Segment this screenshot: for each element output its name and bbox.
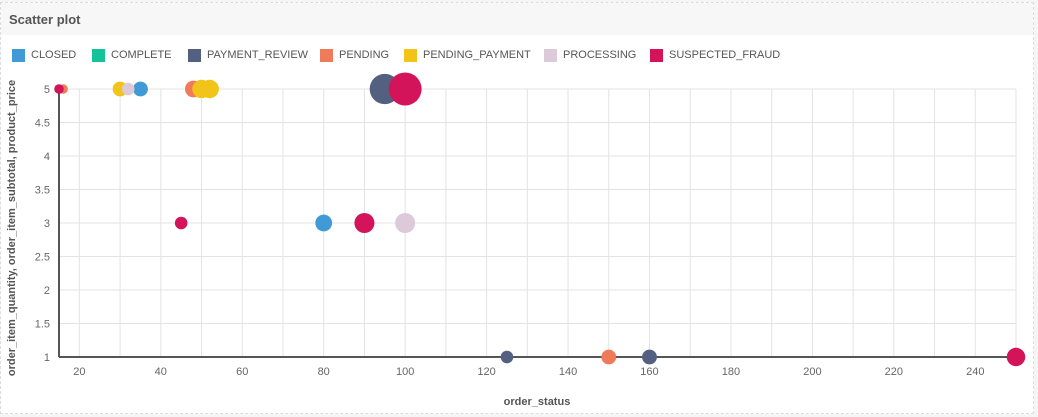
legend-item-closed[interactable]: CLOSED — [12, 47, 76, 63]
legend-label: PENDING — [339, 49, 390, 61]
x-tick-label: 60 — [236, 366, 248, 378]
data-points — [54, 72, 1026, 367]
axes — [58, 89, 1016, 358]
grid-lines — [59, 88, 1017, 358]
legend-swatch — [12, 48, 25, 62]
legend-swatch — [404, 48, 417, 62]
panel-header: Scatter plot — [1, 3, 1033, 35]
data-point-processing — [121, 82, 135, 96]
y-tick-label: 3.5 — [35, 185, 50, 197]
legend-item-pending[interactable]: PENDING — [320, 47, 389, 63]
x-tick-label: 160 — [640, 366, 658, 378]
legend-item-processing[interactable]: PROCESSING — [544, 47, 636, 63]
x-tick-label: 80 — [318, 366, 330, 378]
legend-label: PROCESSING — [563, 49, 637, 61]
data-point-suspected-fraud — [388, 72, 422, 106]
data-point-suspected-fraud — [354, 212, 375, 234]
legend-swatch — [92, 48, 105, 62]
y-tick-label: 1 — [44, 352, 50, 364]
legend-label: COMPLETE — [111, 49, 172, 61]
data-point-closed — [133, 81, 148, 97]
x-tick-label: 40 — [155, 366, 167, 378]
y-axis-title: order_item_quantity, order_item_subtotal… — [6, 80, 18, 376]
data-point-payment-review — [500, 350, 514, 364]
y-tick-label: 4.5 — [35, 118, 50, 130]
legend-swatch — [544, 48, 557, 62]
x-tick-label: 200 — [803, 366, 821, 378]
y-tick-label: 1.5 — [35, 319, 50, 331]
data-point-suspected-fraud — [1006, 347, 1026, 367]
x-tick-label: 140 — [559, 366, 577, 378]
legend-label: PENDING_PAYMENT — [423, 49, 531, 61]
legend-item-suspected-fraud[interactable]: SUSPECTED_FRAUD — [650, 47, 780, 63]
legend-label: PAYMENT_REVIEW — [207, 49, 309, 61]
x-tick-label: 120 — [477, 366, 495, 378]
data-point-payment-review — [642, 349, 657, 365]
x-tick-label: 20 — [73, 366, 85, 378]
tick-labels: 20 40 60 80 100 120 140 160 180 200 220 240 1 1.5 2 2.5… — [35, 84, 985, 378]
y-tick-label: 5 — [44, 84, 50, 96]
legend-label: CLOSED — [31, 49, 77, 61]
y-tick-label: 4 — [44, 151, 50, 163]
legend-item-pending-payment[interactable]: PENDING_PAYMENT — [404, 47, 531, 63]
legend-swatch — [650, 48, 663, 62]
x-axis-title: order_status — [504, 396, 571, 408]
x-tick-label: 220 — [885, 366, 903, 378]
y-tick-label: 2 — [44, 285, 50, 297]
data-point-suspected-fraud — [174, 216, 188, 230]
data-point-pending-payment — [200, 79, 219, 99]
legend-swatch — [320, 48, 333, 62]
data-point-suspected-fraud — [54, 84, 64, 94]
data-point-processing — [395, 212, 416, 234]
data-point-closed — [315, 214, 333, 232]
y-tick-label: 3 — [44, 218, 50, 230]
legend-label: SUSPECTED_FRAUD — [669, 49, 781, 61]
x-tick-label: 240 — [966, 366, 984, 378]
x-tick-label: 180 — [722, 366, 740, 378]
x-tick-label: 100 — [396, 366, 414, 378]
legend-item-payment-review[interactable]: PAYMENT_REVIEW — [188, 47, 308, 63]
legend-swatch — [188, 48, 201, 62]
panel-title: Scatter plot — [9, 12, 81, 27]
data-point-pending — [601, 349, 617, 365]
legend-item-complete[interactable]: COMPLETE — [92, 47, 172, 63]
y-tick-label: 2.5 — [35, 252, 50, 264]
